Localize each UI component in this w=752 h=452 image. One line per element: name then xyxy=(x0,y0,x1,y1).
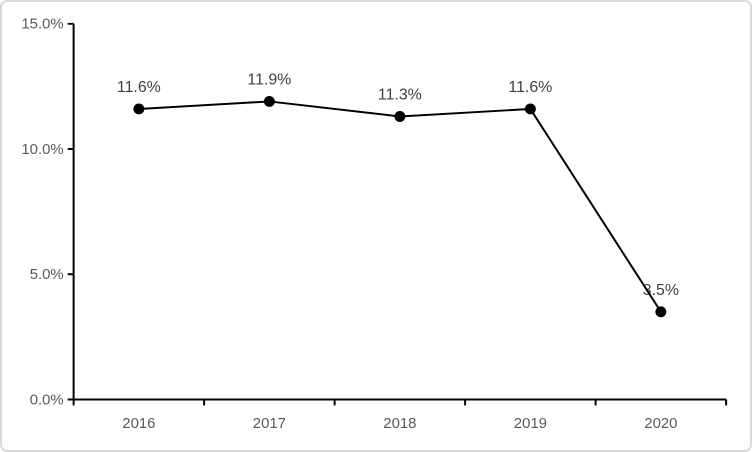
data-point-label: 11.6% xyxy=(508,79,552,96)
x-axis-category-label: 2018 xyxy=(383,416,416,432)
x-axis-category-label: 2019 xyxy=(514,416,547,432)
x-axis-category-label: 2016 xyxy=(122,416,155,432)
data-point-label: 11.3% xyxy=(378,87,422,104)
data-point-marker xyxy=(655,306,667,318)
data-point-marker xyxy=(394,111,406,122)
y-axis-tick-label: 5.0% xyxy=(30,267,64,283)
data-point-label: 11.6% xyxy=(117,79,161,96)
x-axis-category-label: 2017 xyxy=(253,416,286,432)
x-axis-category-label: 2020 xyxy=(644,416,677,432)
data-point-marker xyxy=(133,103,145,115)
data-point-label: 3.5% xyxy=(643,282,679,299)
y-axis-tick-label: 0.0% xyxy=(30,392,64,408)
data-point-marker xyxy=(524,103,536,115)
data-point-marker xyxy=(263,95,275,107)
y-axis-tick-label: 15.0% xyxy=(21,17,63,33)
y-axis-tick-label: 10.0% xyxy=(21,142,63,158)
series-line xyxy=(138,100,662,313)
data-point-label: 11.9% xyxy=(247,72,291,89)
